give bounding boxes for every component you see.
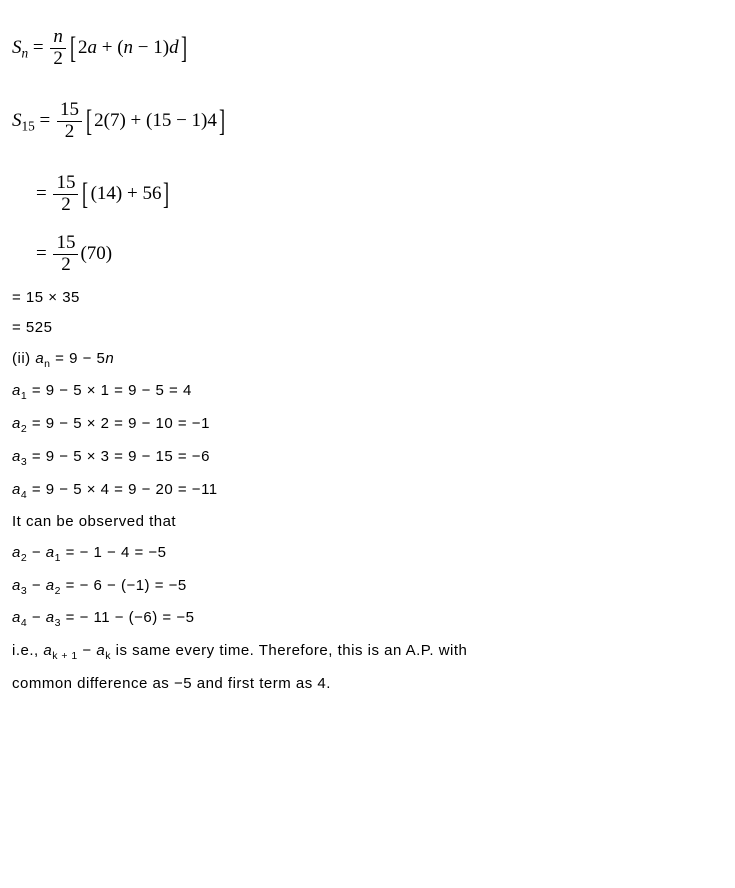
- eq-line-4: = 152(70): [12, 231, 735, 277]
- diff-3: a4 − a3 = − 11 − (−6) = −5: [12, 607, 735, 632]
- diff-2: a3 − a2 = − 6 − (−1) = −5: [12, 575, 735, 600]
- eq-line-1: Sn = n2[2a + (n − 1)d]: [12, 12, 735, 85]
- calc-line-1: = 15 × 35: [12, 287, 735, 310]
- eq-line-2: S15 = 152[2(7) + (15 − 1)4]: [12, 85, 735, 158]
- term-a4: a4 = 9 − 5 × 4 = 9 − 20 = −11: [12, 479, 735, 504]
- part-ii-def: (ii) an = 9 − 5n: [12, 348, 735, 373]
- term-a3: a3 = 9 − 5 × 3 = 9 − 15 = −6: [12, 446, 735, 471]
- term-a1: a1 = 9 − 5 × 1 = 9 − 5 = 4: [12, 380, 735, 405]
- math-derivation-block: Sn = n2[2a + (n − 1)d] S15 = 152[2(7) + …: [12, 12, 735, 277]
- conclusion-1: i.e., ak + 1 − ak is same every time. Th…: [12, 640, 735, 665]
- conclusion-2: common difference as −5 and first term a…: [12, 673, 735, 696]
- eq-line-3: = 152[(14) + 56]: [12, 158, 735, 231]
- diff-1: a2 − a1 = − 1 − 4 = −5: [12, 542, 735, 567]
- observe-text: It can be observed that: [12, 511, 735, 534]
- calc-line-2: = 525: [12, 317, 735, 340]
- term-a2: a2 = 9 − 5 × 2 = 9 − 10 = −1: [12, 413, 735, 438]
